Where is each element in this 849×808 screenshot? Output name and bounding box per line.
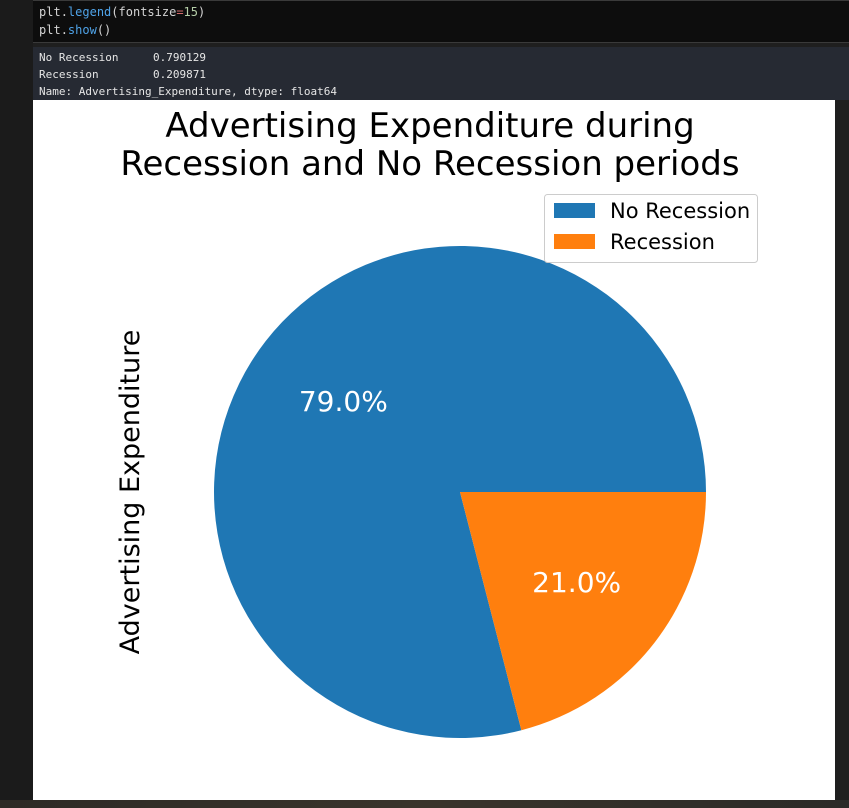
legend-frame [544,194,758,263]
code-cell[interactable]: plt.legend(fontsize=15) plt.show() [33,0,849,43]
pie-group [214,246,707,739]
code-object: plt [39,5,61,19]
cell-gutter [0,0,33,808]
pie-slice-no-recession [214,246,707,739]
code-object: plt [39,23,61,37]
output-row-value: 0.790129 [153,51,206,64]
legend-label: No Recession [610,199,750,223]
output-footer: Name: Advertising_Expenditure, dtype: fl… [39,85,338,98]
chart-title-line-1: Advertising Expenditure during [165,106,694,146]
code-arg-name: fontsize [118,5,177,19]
code-arg-value: 15 [183,5,198,19]
pie-pct-label: 79.0% [299,385,388,418]
output-row-value: 0.209871 [153,68,206,81]
output-row-label: No Recession [39,51,119,64]
pie-pct-label: 21.0% [532,566,621,599]
pie-label-group: 79.0% 21.0% [299,385,621,599]
figure-output: Advertising Expenditure during Recession… [33,100,835,800]
chart-title-line-2: Recession and No Recession periods [120,144,739,184]
code-method: legend [67,5,112,19]
chart-ylabel: Advertising Expenditure [115,330,146,655]
output-row-label: Recession [39,68,99,81]
code-method: show [67,23,97,37]
output-row: No Recession 0.790129 [39,50,206,66]
legend-swatch [554,234,595,249]
output-row: Recession 0.209871 [39,67,206,83]
code-line-legend: plt.legend(fontsize=15) [39,5,206,19]
window-edge [835,100,849,800]
taskbar-strip [0,800,849,808]
cell-output-text: No Recession 0.790129 Recession 0.209871 N… [33,47,849,100]
legend: No Recession Recession [544,194,758,263]
legend-swatch [554,203,595,218]
pie-chart: Advertising Expenditure during Recession… [115,106,758,739]
pie-slice-recession [460,492,706,731]
legend-label: Recession [610,230,715,254]
code-line-show: plt.show() [39,23,112,37]
